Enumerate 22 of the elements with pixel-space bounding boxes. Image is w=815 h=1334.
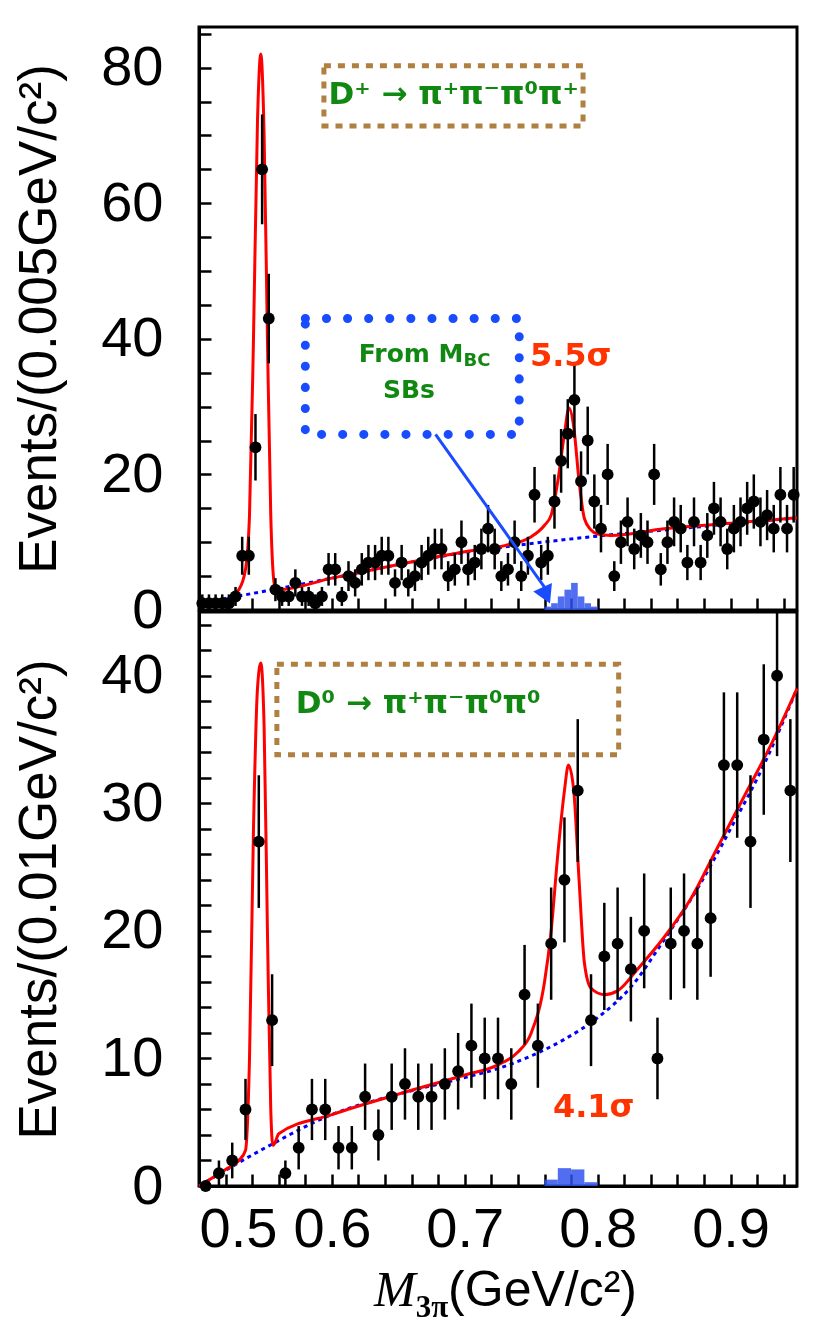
y-axis-title: Events/(0.005GeV/c²): [8, 64, 68, 574]
x-axis-title: M$_{3π}$(GeV/c²): [372, 1260, 638, 1326]
x-tick-label: 0.8: [559, 1195, 638, 1259]
annotation: 4.1σ: [552, 1086, 635, 1125]
annotation: 5.5σ: [529, 336, 612, 375]
y-tick-label: 20: [101, 897, 164, 961]
annotation: D⁺ → π⁺π⁻π⁰π⁺: [328, 75, 579, 112]
y-tick-label: 60: [101, 169, 164, 233]
y-tick-label: 0: [132, 1152, 164, 1216]
y-tick-label: 40: [101, 305, 164, 369]
y-tick-label: 0: [132, 576, 164, 640]
y-tick-label: 40: [101, 642, 164, 706]
y-tick-label: 10: [101, 1024, 164, 1088]
y-tick-label: 30: [101, 769, 164, 833]
y-tick-label: 20: [101, 440, 164, 504]
x-tick-label: 0.9: [692, 1195, 770, 1259]
y-axis-title: Events/(0.01GeV/c²): [8, 659, 68, 1140]
x-tick-label: 0.5: [199, 1195, 278, 1259]
y-tick-label: 80: [101, 34, 164, 98]
x-tick-label: 0.6: [293, 1195, 372, 1259]
annotation: D⁰ → π⁺π⁻π⁰π⁰: [295, 683, 541, 720]
x-tick-label: 0.7: [426, 1195, 505, 1259]
